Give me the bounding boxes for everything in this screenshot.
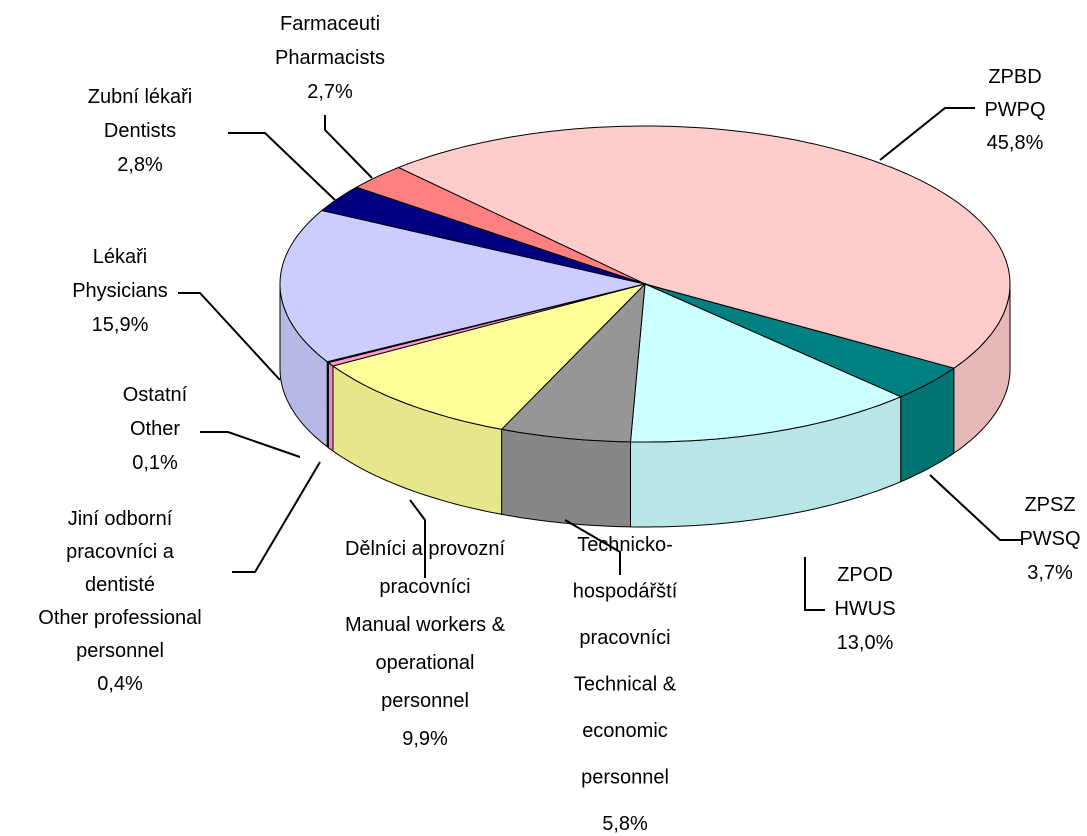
label-line: Dentists: [104, 120, 176, 142]
slice: [629, 283, 902, 443]
label-line: ZPOD: [837, 564, 893, 586]
slice: [644, 283, 955, 398]
label-line: PWSQ: [1019, 528, 1080, 550]
label-line: personnel: [581, 767, 669, 789]
label-line: personnel: [76, 640, 164, 662]
leader-line: [200, 431, 301, 458]
label-line: Technical &: [574, 674, 677, 696]
label-line: ZPBD: [988, 66, 1041, 88]
label-line: pracovníci: [579, 627, 670, 649]
label-line: Pharmacists: [275, 47, 385, 69]
label-line: Physicians: [72, 280, 168, 302]
value-label: 45,8%: [987, 132, 1044, 154]
slice-label: ZPBD PWPQ 45,8%: [984, 66, 1045, 154]
label-line: Lékaři: [93, 246, 147, 268]
leader-line: [804, 557, 825, 611]
value-label: 5,8%: [602, 813, 648, 835]
label-line: economic: [582, 720, 668, 742]
slice: [355, 166, 646, 285]
slice-label: ZPSZ PWSQ 3,7%: [1019, 494, 1080, 584]
leader-line: [228, 132, 336, 201]
value-label: 3,7%: [1027, 562, 1073, 584]
leader-line: [929, 474, 1022, 541]
label-line: Zubní lékaři: [88, 86, 193, 108]
leader-line: [232, 461, 321, 573]
value-label: 2,7%: [307, 81, 353, 103]
slice: [397, 125, 1011, 369]
label-line: Dělníci a provozní: [345, 538, 506, 560]
label-line: Other professional: [38, 607, 201, 629]
slice: [500, 282, 646, 443]
value-label: 15,9%: [92, 314, 149, 336]
leader-line: [879, 107, 975, 161]
leader-line: [178, 292, 281, 381]
label-line: hospodářští: [573, 581, 678, 603]
slice-label: Technicko-hospodářští pracovníci Technical…: [573, 534, 678, 835]
leader-line: [409, 499, 426, 578]
slice: [320, 186, 646, 285]
label-line: Farmaceuti: [280, 13, 380, 35]
slice-label: Dělníci a provozní pracovníci Manual worke…: [345, 538, 506, 750]
label-line: pracovníci a: [66, 541, 175, 563]
leader-line: [564, 519, 621, 575]
slice: [331, 283, 647, 430]
label-line: dentisté: [85, 574, 155, 596]
slice-label: Farmaceuti Pharmacists 2,7%: [275, 13, 385, 103]
label-line: HWUS: [834, 598, 895, 620]
slice-label: Jiní odborní pracovníci a dentisté Other pr…: [38, 508, 201, 695]
label-line: pracovníci: [379, 576, 470, 598]
value-label: 9,9%: [402, 728, 448, 750]
leader-line: [324, 115, 373, 179]
slice-label: ZPOD HWUS 13,0%: [834, 564, 895, 654]
label-line: Jiní odborní: [68, 508, 173, 530]
slice-label: Zubní lékaři Dentists 2,8%: [88, 86, 193, 176]
label-line: Technicko-: [577, 534, 673, 556]
label-line: Manual workers &: [345, 614, 506, 636]
slice: [279, 209, 646, 363]
slice-side: [501, 428, 631, 528]
slice-label: Ostatní Other 0,1%: [123, 384, 188, 474]
label-line: personnel: [381, 690, 469, 712]
value-label: 0,4%: [97, 673, 143, 695]
value-label: 0,1%: [132, 452, 178, 474]
label-line: ZPSZ: [1024, 494, 1075, 516]
value-label: 2,8%: [117, 154, 163, 176]
label-line: Ostatní: [123, 384, 188, 406]
label-line: operational: [376, 652, 475, 674]
slice-label: Lékaři Physicians 15,9%: [72, 246, 168, 336]
value-label: 13,0%: [837, 632, 894, 654]
slice-side: [327, 361, 334, 452]
label-line: Other: [130, 418, 180, 440]
label-line: PWPQ: [984, 99, 1045, 121]
